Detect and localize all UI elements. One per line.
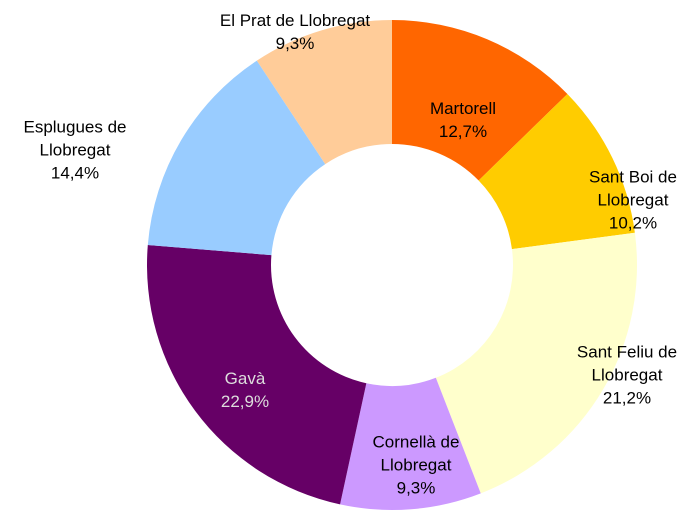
value-label: 9,3%: [275, 34, 315, 53]
slice-label: Esplugues de Llobregat 14,4%: [8, 116, 143, 185]
category-name: Gavà: [224, 369, 266, 388]
category-name: Sant Feliu de Llobregat: [576, 342, 678, 385]
category-name: Sant Boi de Llobregat: [589, 167, 677, 210]
slice: [435, 232, 637, 494]
slice-label: Cornellà de Llobregat 9,3%: [361, 431, 471, 500]
value-label: 22,9%: [220, 392, 270, 411]
value-label: 12,7%: [438, 122, 488, 141]
slice-label: Martorell 12,7%: [403, 97, 523, 143]
category-name: Esplugues de Llobregat: [23, 117, 127, 160]
slice-label: Gavà 22,9%: [195, 367, 295, 413]
slice: [256, 20, 392, 165]
category-name: Martorell: [429, 99, 497, 118]
slice: [478, 93, 635, 250]
slice: [392, 20, 568, 181]
value-label: 10,2%: [608, 213, 658, 233]
value-label: 14,4%: [50, 163, 100, 183]
category-name: Cornellà de Llobregat: [372, 432, 460, 475]
slice: [340, 377, 481, 510]
value-label: 21,2%: [602, 388, 652, 408]
slice-label: Sant Feliu de Llobregat 21,2%: [562, 341, 689, 410]
slice: [146, 245, 367, 505]
category-name: El Prat de Llobregat: [219, 11, 371, 30]
slice-label: El Prat de Llobregat 9,3%: [195, 9, 395, 55]
slice-label: Sant Boi de Llobregat 10,2%: [578, 166, 688, 235]
value-label: 9,3%: [396, 478, 436, 498]
slice: [147, 60, 326, 256]
